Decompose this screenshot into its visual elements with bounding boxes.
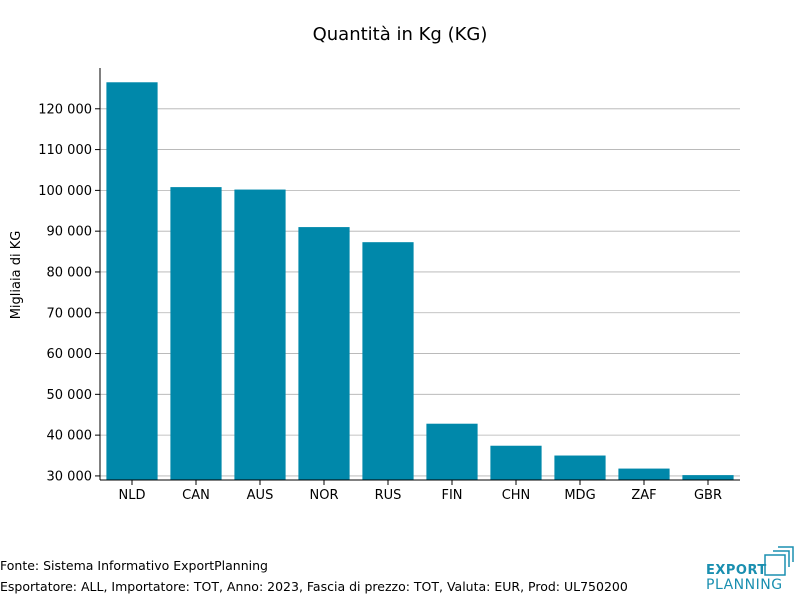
y-tick-label: 30 000 (47, 469, 93, 484)
bar-chn (490, 445, 542, 480)
y-tick-label: 70 000 (47, 306, 93, 321)
bar-fin (426, 423, 478, 480)
bar-nor (298, 227, 350, 480)
bar-rus (362, 242, 414, 480)
bar-nld (106, 82, 158, 481)
y-tick-label: 90 000 (47, 225, 93, 240)
y-ticks: 30 000 40 000 50 000 60 000 70 000 80 000 90 0… (38, 102, 100, 484)
y-tick-label: 110 000 (38, 143, 92, 158)
y-tick-label: 60 000 (47, 347, 93, 362)
footer-details: Esportatore: ALL, Importatore: TOT, Anno… (0, 579, 628, 594)
chart-title: Quantità in Kg (KG) (313, 24, 488, 45)
x-tick-label: CAN (182, 488, 210, 503)
y-axis-label: Migliaia di KG (9, 231, 24, 320)
bar-mdg (554, 455, 606, 480)
logo-text-export: EXPORT (706, 563, 767, 578)
footer-source: Fonte: Sistema Informativo ExportPlannin… (0, 558, 268, 573)
y-tick-label: 100 000 (38, 184, 92, 199)
x-tick-label: NLD (119, 488, 146, 503)
bar-can (170, 187, 222, 481)
x-tick-label: CHN (502, 488, 531, 503)
x-tick-label: NOR (310, 488, 339, 503)
y-tick-label: 120 000 (38, 102, 92, 117)
x-ticks: NLD CAN AUS NOR RUS FIN CHN MDG ZAF GBR (119, 480, 722, 503)
bar-gbr (682, 475, 734, 480)
bar-aus (234, 189, 286, 480)
exportplanning-logo: EXPORT PLANNING (706, 546, 796, 594)
x-tick-label: ZAF (631, 488, 656, 503)
x-tick-label: AUS (247, 488, 274, 503)
x-tick-label: MDG (564, 488, 595, 503)
bars (106, 82, 734, 481)
x-tick-label: FIN (441, 488, 462, 503)
x-tick-label: RUS (375, 488, 402, 503)
axes (99, 68, 740, 481)
bar-zaf (618, 468, 670, 480)
x-tick-label: GBR (694, 488, 722, 503)
y-tick-label: 40 000 (47, 429, 93, 444)
y-tick-label: 80 000 (47, 265, 93, 280)
y-tick-label: 50 000 (47, 388, 93, 403)
logo-text-planning: PLANNING (706, 577, 783, 593)
logo-mark-icon (764, 546, 794, 576)
